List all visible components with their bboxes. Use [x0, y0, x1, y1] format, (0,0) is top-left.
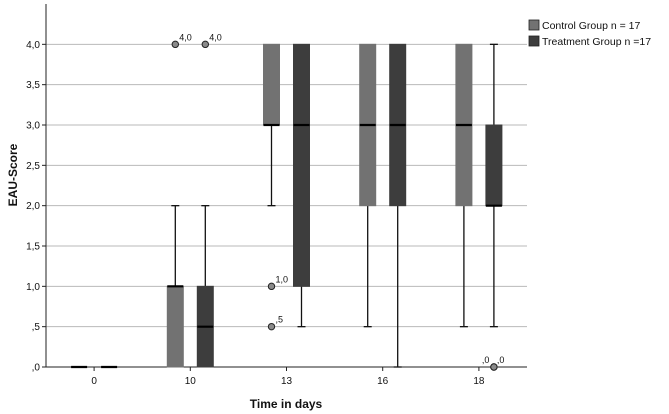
boxplot-group [389, 43, 407, 368]
boxplot-group: 1,0 ,5 [263, 43, 289, 331]
outlier-point [267, 282, 276, 291]
outlier-point [201, 40, 210, 49]
outlier-label: ,0 [482, 355, 490, 365]
legend-swatch [528, 19, 540, 31]
outlier-point [171, 40, 180, 49]
legend-label: Control Group n = 17 [542, 20, 641, 32]
tick-labels: ,0 ,5 1,0 1,5 2,0 2,5 3,0 3,5 4,0 0 10 13 16 18 [26, 40, 485, 387]
x-tick-label: 0 [91, 376, 97, 387]
outlier-label: 4,0 [179, 32, 192, 42]
outlier-label: 1,0 [276, 274, 289, 284]
boxplots: 4,0 1,0 ,5 4,0 ,0 ,0 [71, 32, 505, 371]
legend-item: Control Group n = 17 [528, 19, 641, 32]
boxplot-group: 4,0 [196, 32, 222, 368]
y-tick-label: 3,5 [26, 80, 40, 91]
legend-item: Treatment Group n =17 [528, 35, 651, 48]
y-tick-label: 4,0 [26, 40, 40, 51]
x-tick-label: 10 [185, 376, 197, 387]
y-tick-label: 1,5 [26, 242, 40, 253]
boxplot-group [359, 43, 377, 328]
y-axis-title: EAU-Score [6, 143, 20, 206]
y-tick-label: 3,0 [26, 121, 40, 132]
y-tick-label: ,0 [32, 363, 41, 374]
boxplot-group: 4,0 [166, 32, 192, 368]
legend-swatch [528, 35, 540, 47]
x-tick-label: 18 [473, 376, 485, 387]
outlier-label: 4,0 [209, 32, 222, 42]
box [293, 43, 310, 287]
x-tick-label: 16 [377, 376, 389, 387]
boxplot-group [455, 43, 473, 328]
box [166, 285, 184, 368]
legend-label: Treatment Group n =17 [542, 36, 651, 48]
outlier-label: ,5 [276, 315, 284, 325]
boxplot-group [293, 43, 310, 328]
outlier-point [490, 363, 498, 371]
legend: Control Group n = 17 Treatment Group n =1… [528, 19, 651, 48]
box [485, 124, 503, 207]
y-tick-label: ,5 [32, 322, 41, 333]
x-tick-label: 13 [281, 376, 293, 387]
outlier-label: ,0 [497, 355, 505, 365]
x-axis-title: Time in days [250, 397, 323, 411]
box [263, 43, 280, 126]
y-tick-label: 1,0 [26, 282, 40, 293]
y-tick-label: 2,0 [26, 201, 40, 212]
outlier-point [267, 322, 276, 331]
axes [42, 4, 527, 371]
y-tick-label: 2,5 [26, 161, 40, 172]
boxplot-group: ,0 ,0 [482, 43, 505, 371]
gridlines [46, 43, 527, 328]
